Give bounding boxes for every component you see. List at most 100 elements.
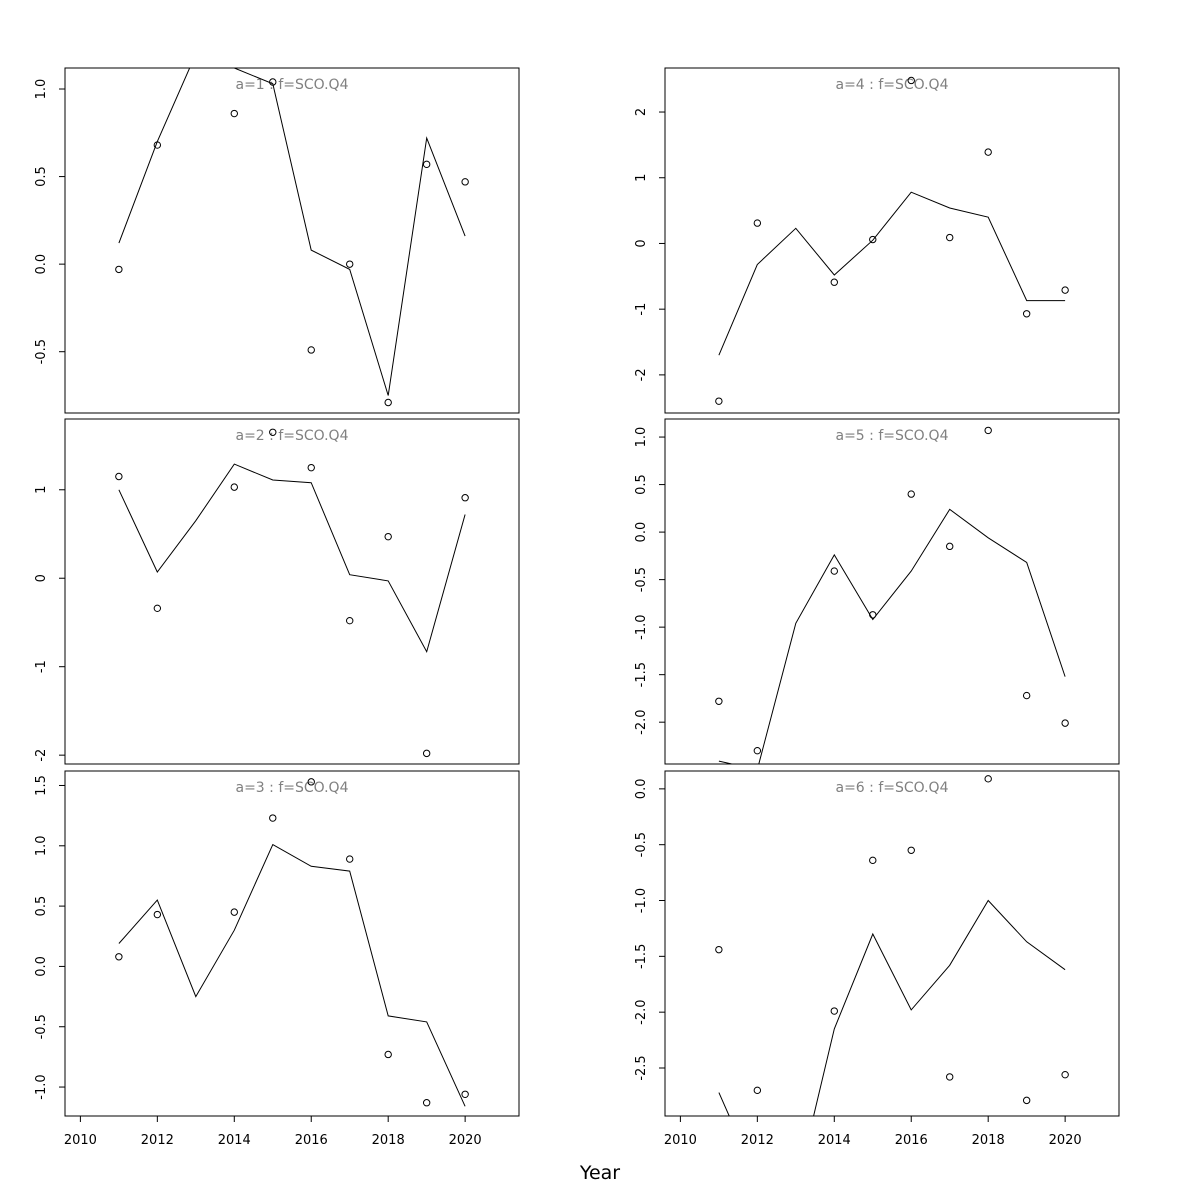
x-tick-label: 2018	[972, 1133, 1005, 1148]
y-tick-label: -0.5	[34, 1014, 49, 1039]
plot-frame	[664, 418, 1120, 765]
panel-title: a=5 : f=SCO.Q4	[836, 428, 949, 444]
x-tick-label: 2012	[141, 1133, 174, 1148]
data-point	[715, 397, 723, 405]
y-tick-label: 0.5	[634, 474, 649, 495]
panel-title: a=4 : f=SCO.Q4	[836, 77, 949, 93]
series-line	[718, 191, 1066, 356]
x-axis-label: Year	[579, 1162, 620, 1184]
x-tick-label: 2010	[64, 1133, 97, 1148]
data-point	[461, 178, 469, 186]
data-point	[346, 616, 354, 625]
x-tick-label: 2020	[449, 1133, 482, 1148]
panel-a=1: -0.5 0.0 0.5 1.0 a=1 : f=SCO.Q4	[34, 67, 520, 414]
data-point	[1061, 1070, 1069, 1079]
data-point	[384, 398, 392, 407]
data-point	[422, 1099, 431, 1107]
data-point	[946, 1073, 954, 1081]
panel-title: a=3 : f=SCO.Q4	[236, 780, 349, 796]
x-tick-label: 2014	[818, 1133, 851, 1148]
data-point	[230, 908, 238, 916]
plot-frame	[64, 770, 520, 1117]
plot-frame	[664, 770, 1120, 1117]
y-tick-label: 1.5	[34, 775, 49, 796]
series-line	[118, 463, 466, 654]
data-point	[153, 141, 162, 149]
data-point	[230, 109, 238, 118]
y-tick-label: -1.0	[634, 614, 649, 639]
panel-a=3: -1.0 -0.5 0.0 0.5 1.0 1.5 2010 2012 2014 2016 2018…	[34, 770, 520, 1148]
data-point	[269, 78, 277, 86]
data-point	[753, 219, 762, 227]
x-tick-label: 2016	[295, 1133, 328, 1148]
y-tick-label: -1	[634, 303, 649, 316]
data-point	[384, 1050, 392, 1059]
y-tick-label: -0.5	[634, 832, 649, 857]
data-point	[153, 910, 162, 919]
y-tick-label: 0.5	[34, 896, 49, 917]
data-point	[307, 346, 315, 354]
y-tick-label: 0.0	[34, 254, 49, 275]
series-line	[118, 68, 466, 396]
data-point	[1061, 719, 1069, 727]
data-point	[461, 494, 469, 502]
y-tick-label: -2	[634, 368, 649, 381]
data-point	[715, 945, 723, 954]
y-tick-label: 0	[34, 574, 49, 582]
data-point	[753, 746, 762, 755]
x-tick-label: 2018	[372, 1133, 405, 1148]
y-tick-label: 1.0	[34, 79, 49, 100]
x-tick-label: 2012	[741, 1133, 774, 1148]
x-tick-label: 2016	[895, 1133, 928, 1148]
y-tick-label: -2.0	[634, 999, 649, 1024]
data-point	[907, 490, 915, 498]
data-point	[115, 472, 123, 481]
y-tick-label: 0.0	[634, 779, 649, 800]
x-tick-label: 2014	[218, 1133, 251, 1148]
data-point	[230, 483, 238, 491]
series-line	[118, 843, 466, 1107]
data-point	[422, 749, 431, 758]
panel-a=4: -2 -1 0 1 2 a=4 : f=SCO.Q4	[634, 67, 1120, 414]
data-point	[830, 278, 838, 286]
data-point	[869, 856, 877, 865]
data-point	[1061, 286, 1069, 294]
data-point	[1022, 310, 1031, 318]
y-tick-label: -1.5	[634, 944, 649, 969]
y-tick-label: -0.5	[634, 567, 649, 592]
y-tick-label: 2	[634, 108, 649, 116]
data-point	[384, 532, 392, 541]
data-point	[984, 148, 992, 156]
data-point	[830, 567, 838, 575]
data-point	[307, 778, 315, 786]
series-line	[718, 899, 1066, 1116]
data-point	[1022, 691, 1031, 700]
y-tick-label: 0.0	[634, 522, 649, 543]
data-point	[869, 611, 877, 619]
data-point	[946, 542, 954, 551]
y-tick-label: -1	[34, 660, 49, 673]
data-point	[307, 463, 315, 472]
data-point	[1022, 1096, 1031, 1105]
data-point	[269, 428, 277, 436]
data-point	[346, 855, 354, 863]
y-tick-label: 1	[634, 174, 649, 182]
panel-title: a=6 : f=SCO.Q4	[836, 780, 949, 796]
y-tick-label: 0	[634, 239, 649, 247]
data-point	[269, 814, 277, 822]
y-tick-label: 1.0	[634, 427, 649, 448]
data-point	[830, 1007, 838, 1015]
data-point	[461, 1090, 469, 1098]
data-point	[115, 953, 123, 961]
y-tick-label: -0.5	[34, 339, 49, 364]
y-tick-label: -1.5	[634, 662, 649, 687]
y-tick-label: -2	[34, 749, 49, 762]
y-tick-label: 1	[34, 486, 49, 494]
data-point	[346, 260, 354, 268]
data-point	[946, 233, 954, 242]
data-point	[715, 697, 723, 705]
plot-frame	[64, 418, 520, 765]
plot-frame	[64, 67, 520, 414]
y-tick-label: 0.0	[34, 956, 49, 977]
